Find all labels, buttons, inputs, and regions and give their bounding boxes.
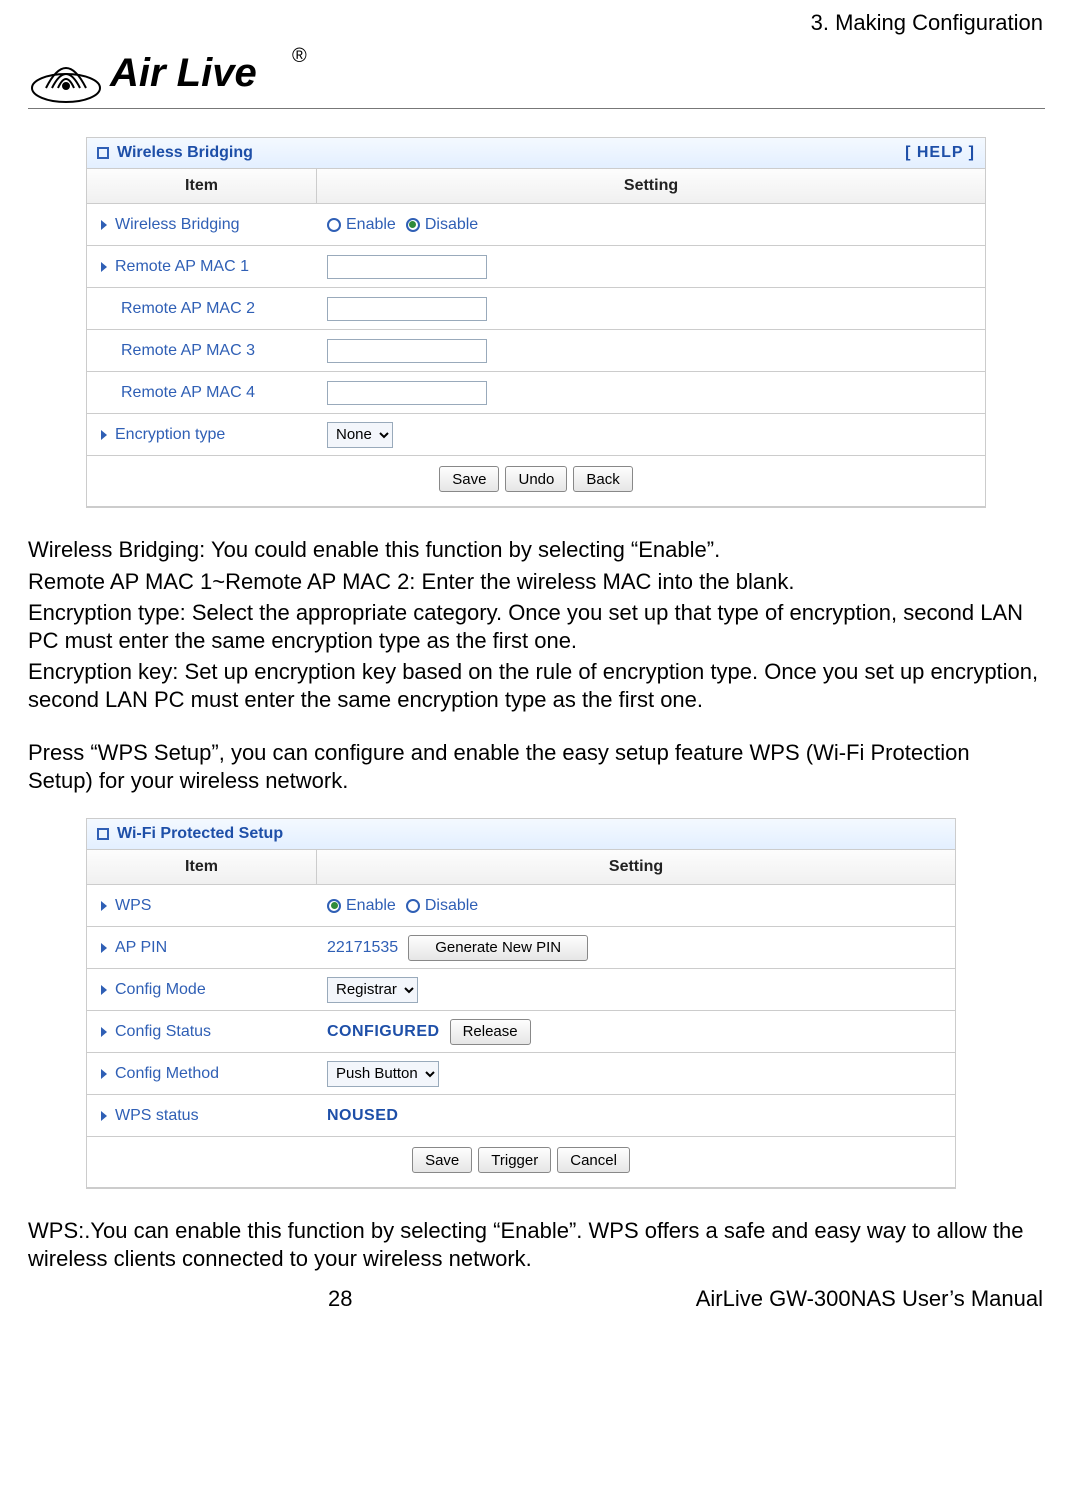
row-label: WPS status	[115, 1107, 199, 1125]
disable-radio[interactable]: Disable	[406, 216, 478, 234]
caret-icon	[101, 1111, 107, 1121]
enable-label: Enable	[346, 897, 396, 915]
caret-icon	[101, 262, 107, 272]
column-header-item: Item	[87, 169, 317, 203]
save-button[interactable]: Save	[412, 1147, 472, 1173]
caret-icon	[101, 901, 107, 911]
config-method-select[interactable]: Push Button	[327, 1061, 439, 1087]
wps-enable-radio[interactable]: Enable	[327, 897, 396, 915]
help-link[interactable]: [ HELP ]	[905, 144, 975, 162]
disable-label: Disable	[425, 897, 478, 915]
svg-text:®: ®	[292, 45, 307, 67]
undo-button[interactable]: Undo	[505, 466, 567, 492]
caret-icon	[101, 430, 107, 440]
mac2-input[interactable]	[327, 297, 487, 321]
row-label: Config Mode	[115, 981, 206, 999]
wps-disable-radio[interactable]: Disable	[406, 897, 478, 915]
column-header-item: Item	[87, 850, 317, 884]
enable-label: Enable	[346, 216, 396, 234]
enable-radio[interactable]: Enable	[327, 216, 396, 234]
wireless-bridging-panel: Wireless Bridging [ HELP ] Item Setting …	[86, 137, 986, 508]
page-number: 28	[328, 1286, 352, 1312]
description-text-2: WPS:.You can enable this function by sel…	[28, 1217, 1039, 1272]
wps-status-value: NOUSED	[327, 1107, 398, 1125]
wps-panel: Wi-Fi Protected Setup Item Setting WPS E…	[86, 818, 956, 1189]
save-button[interactable]: Save	[439, 466, 499, 492]
back-button[interactable]: Back	[573, 466, 632, 492]
logo: Air Live ®	[28, 38, 1045, 106]
panel-icon	[97, 147, 109, 159]
caret-icon	[101, 943, 107, 953]
manual-title: AirLive GW-300NAS User’s Manual	[696, 1286, 1043, 1312]
row-label: Encryption type	[115, 426, 225, 444]
caret-icon	[101, 220, 107, 230]
header-divider	[28, 108, 1045, 109]
panel-icon	[97, 828, 109, 840]
caret-icon	[101, 985, 107, 995]
trigger-button[interactable]: Trigger	[478, 1147, 551, 1173]
panel-title: Wi-Fi Protected Setup	[117, 825, 283, 843]
config-mode-select[interactable]: Registrar	[327, 977, 418, 1003]
generate-pin-button[interactable]: Generate New PIN	[408, 935, 588, 961]
row-label: Wireless Bridging	[115, 216, 239, 234]
cancel-button[interactable]: Cancel	[557, 1147, 630, 1173]
column-header-setting: Setting	[317, 169, 985, 203]
encryption-select[interactable]: None	[327, 422, 393, 448]
panel-title: Wireless Bridging	[117, 144, 253, 162]
row-label: AP PIN	[115, 939, 167, 957]
mac1-input[interactable]	[327, 255, 487, 279]
row-label: Config Method	[115, 1065, 219, 1083]
row-label: Remote AP MAC 4	[121, 384, 255, 402]
description-text-1: Wireless Bridging: You could enable this…	[28, 536, 1039, 794]
row-label: Config Status	[115, 1023, 211, 1041]
chapter-title: 3. Making Configuration	[28, 10, 1045, 36]
column-header-setting: Setting	[317, 850, 955, 884]
row-label: Remote AP MAC 2	[121, 300, 255, 318]
svg-text:Air Live: Air Live	[109, 51, 257, 95]
caret-icon	[101, 1069, 107, 1079]
mac4-input[interactable]	[327, 381, 487, 405]
release-button[interactable]: Release	[450, 1019, 531, 1045]
row-label: Remote AP MAC 3	[121, 342, 255, 360]
row-label: WPS	[115, 897, 151, 915]
disable-label: Disable	[425, 216, 478, 234]
mac3-input[interactable]	[327, 339, 487, 363]
row-label: Remote AP MAC 1	[115, 258, 249, 276]
ap-pin-value: 22171535	[327, 939, 398, 957]
caret-icon	[101, 1027, 107, 1037]
config-status-value: CONFIGURED	[327, 1023, 440, 1041]
